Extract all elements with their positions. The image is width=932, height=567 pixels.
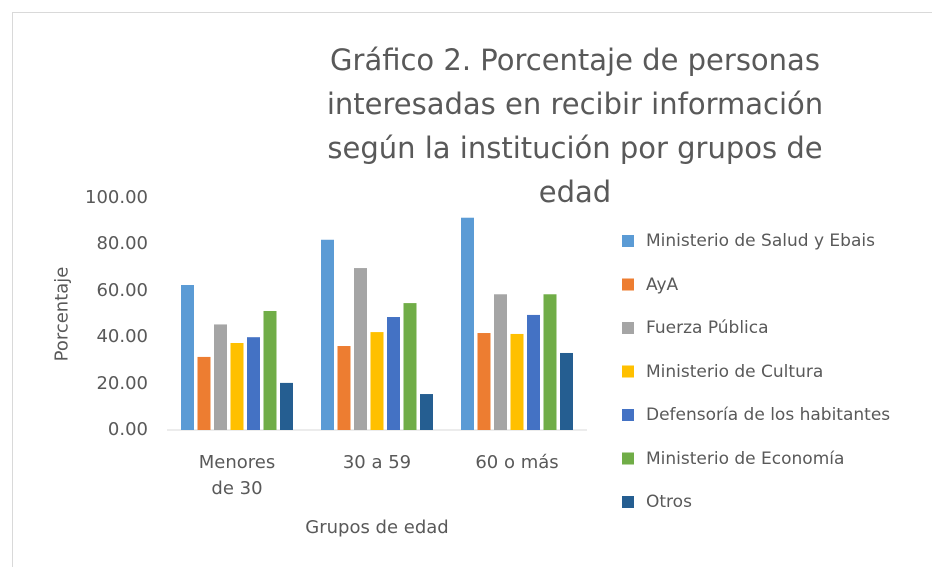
legend-label: Defensoría de los habitantes <box>646 405 891 425</box>
bar <box>354 268 367 430</box>
bar <box>510 333 524 430</box>
chart-title: Gráfico 2. Porcentaje de personas intere… <box>326 43 824 209</box>
bar <box>370 332 384 430</box>
bar <box>247 337 260 430</box>
bar <box>181 285 194 430</box>
bar <box>197 356 211 430</box>
bar <box>230 343 244 430</box>
y-tick-label: 60.00 <box>96 279 148 301</box>
y-tick-label: 20.00 <box>96 372 148 394</box>
bar <box>321 239 334 430</box>
bar <box>461 217 474 430</box>
legend-swatch <box>622 365 634 378</box>
legend-swatch <box>622 322 634 334</box>
bar <box>420 394 433 430</box>
y-tick-label: 40.00 <box>96 326 148 348</box>
bar <box>477 333 491 430</box>
bar <box>214 324 227 430</box>
bar <box>403 303 417 430</box>
legend-swatch <box>622 278 634 291</box>
x-tick-label: 30 a 59 <box>342 452 412 473</box>
legend-swatch <box>622 235 634 247</box>
bar <box>494 294 507 430</box>
chart-frame <box>12 12 932 567</box>
y-tick-label: 100.00 <box>85 187 148 208</box>
legend-label: Ministerio de Cultura <box>646 361 824 382</box>
bar <box>337 346 351 430</box>
bar <box>387 317 400 430</box>
legend-label: Fuerza Pública <box>646 318 769 338</box>
legend-swatch <box>622 496 634 508</box>
legend-label: Ministerio de Economía <box>646 448 845 469</box>
bar <box>543 294 557 430</box>
x-axis-label: Grupos de edad <box>305 517 449 538</box>
legend-swatch <box>622 409 634 421</box>
y-tick-label: 0.00 <box>107 419 148 440</box>
bar <box>280 382 293 430</box>
y-tick-label: 80.00 <box>96 233 148 255</box>
legend-label: AyA <box>646 274 679 295</box>
legend-swatch <box>622 452 634 465</box>
bar <box>263 310 277 430</box>
bar <box>527 314 540 430</box>
legend-label: Ministerio de Salud y Ebais <box>646 231 875 251</box>
x-tick-label: 60 o más <box>475 452 559 473</box>
bar <box>560 352 573 430</box>
legend-label: Otros <box>646 492 692 512</box>
x-tick-label: Menores de 30 <box>198 452 276 499</box>
